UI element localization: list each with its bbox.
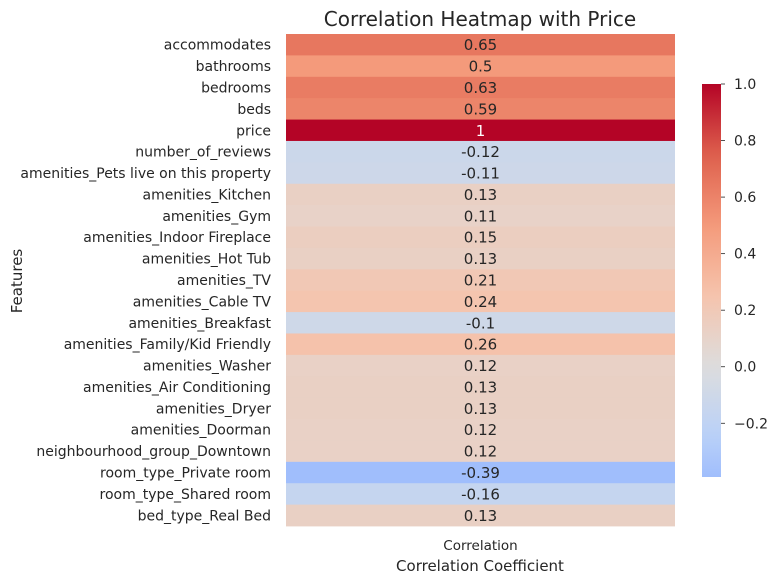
cell-value-label: 0.24: [464, 293, 497, 311]
cell-value-label: 0.12: [464, 357, 497, 375]
row-label: amenities_Gym: [162, 209, 271, 225]
cell-value-label: 0.26: [464, 336, 497, 354]
heatmap-cell: [286, 183, 675, 206]
chart-title: Correlation Heatmap with Price: [324, 7, 636, 31]
row-label: amenities_Indoor Fireplace: [83, 230, 271, 246]
cell-value-label: 0.63: [464, 79, 497, 97]
row-label: bathrooms: [196, 59, 271, 75]
colorbar-tick-label: 1.0: [734, 77, 756, 93]
heatmap-cell: [286, 483, 675, 506]
heatmap-cell: [286, 269, 675, 292]
cell-value-label: 0.13: [464, 378, 497, 396]
row-label: bedrooms: [201, 80, 271, 96]
heatmap-cell: [286, 162, 675, 185]
heatmap-cell: [286, 504, 675, 527]
row-label: room_type_Private room: [100, 466, 271, 482]
heatmap-cell: [286, 397, 675, 420]
row-label: amenities_Air Conditioning: [83, 380, 271, 396]
cell-value-label: 0.12: [464, 443, 497, 461]
cell-value-label: -0.11: [461, 165, 500, 183]
x-tick-labels: Correlation: [443, 538, 517, 554]
colorbar-ticks: 1.0 0.8 0.6 0.4 0.2 0.0 −0.2: [721, 77, 768, 432]
heatmap-cell: [286, 205, 675, 227]
row-label: bed_type_Real Bed: [138, 508, 271, 524]
cell-value-label: 0.13: [464, 250, 497, 268]
heatmap-cell: [286, 333, 675, 356]
heatmap-cell: [286, 226, 675, 249]
colorbar: [702, 84, 721, 477]
row-label: room_type_Shared room: [100, 487, 271, 503]
y-axis-label: Features: [8, 249, 26, 314]
colorbar-tick-label: −0.2: [734, 416, 768, 432]
heatmap-cell: [286, 119, 675, 142]
cell-value-label: -0.1: [466, 314, 495, 332]
x-axis-label: Correlation Coefficient: [396, 557, 564, 575]
row-label: amenities_Pets live on this property: [20, 166, 271, 182]
cell-value-label: 0.21: [464, 272, 497, 290]
row-label: amenities_Dryer: [156, 401, 271, 417]
row-label: amenities_Hot Tub: [142, 252, 271, 268]
cell-value-label: 0.15: [464, 229, 497, 247]
cell-value-label: -0.39: [461, 464, 500, 482]
colorbar-tick-label: 0.0: [734, 360, 756, 376]
cell-value-label: 0.13: [464, 186, 497, 204]
heatmap-cells: 0.65 0.5 0.63 0.59 1 -0.12 -0.11 0.13 0.11 0.15 0.…: [286, 34, 675, 527]
row-label: amenities_Family/Kid Friendly: [64, 337, 271, 353]
heatmap-cell: [286, 98, 675, 120]
cell-value-label: 0.59: [464, 100, 497, 118]
heatmap-cell: [286, 312, 675, 334]
heatmap-cell: [286, 247, 675, 270]
heatmap-cell: [286, 140, 675, 163]
cell-value-label: 1: [476, 122, 486, 140]
heatmap-cell: [286, 290, 675, 313]
row-label: neighbourhood_group_Downtown: [36, 444, 271, 460]
heatmap-cell: [286, 76, 675, 99]
row-label: amenities_Doorman: [131, 423, 271, 439]
row-label: amenities_Washer: [143, 359, 271, 375]
heatmap-cell: [286, 55, 675, 78]
colorbar-tick-label: 0.4: [734, 247, 756, 263]
heatmap-cell: [286, 461, 675, 484]
row-labels: accommodates bathrooms bedrooms beds price nu…: [20, 38, 271, 525]
cell-value-label: 0.11: [464, 207, 497, 225]
cell-value-label: 0.13: [464, 400, 497, 418]
heatmap-cell: [286, 376, 675, 399]
colorbar-tick-label: 0.6: [734, 190, 756, 206]
colorbar-tick-label: 0.8: [734, 134, 756, 150]
row-label: accommodates: [164, 38, 271, 54]
heatmap-cell: [286, 440, 675, 463]
row-label: beds: [237, 102, 271, 118]
row-label: price: [236, 123, 271, 139]
x-tick-label: Correlation: [443, 538, 517, 554]
heatmap-cell: [286, 354, 675, 377]
row-label: amenities_Kitchen: [143, 187, 272, 203]
cell-value-label: 0.13: [464, 507, 497, 525]
heatmap-cell: [286, 419, 675, 441]
row-label: number_of_reviews: [135, 145, 271, 161]
cell-value-label: -0.16: [461, 485, 500, 503]
row-label: amenities_Breakfast: [128, 316, 271, 332]
colorbar-tick-label: 0.2: [734, 303, 756, 319]
cell-value-label: -0.12: [461, 143, 500, 161]
row-label: amenities_TV: [177, 273, 271, 289]
cell-value-label: 0.5: [469, 58, 493, 76]
cell-value-label: 0.12: [464, 421, 497, 439]
row-label: amenities_Cable TV: [133, 294, 272, 310]
heatmap-cell: [286, 34, 675, 56]
cell-value-label: 0.65: [464, 36, 497, 54]
